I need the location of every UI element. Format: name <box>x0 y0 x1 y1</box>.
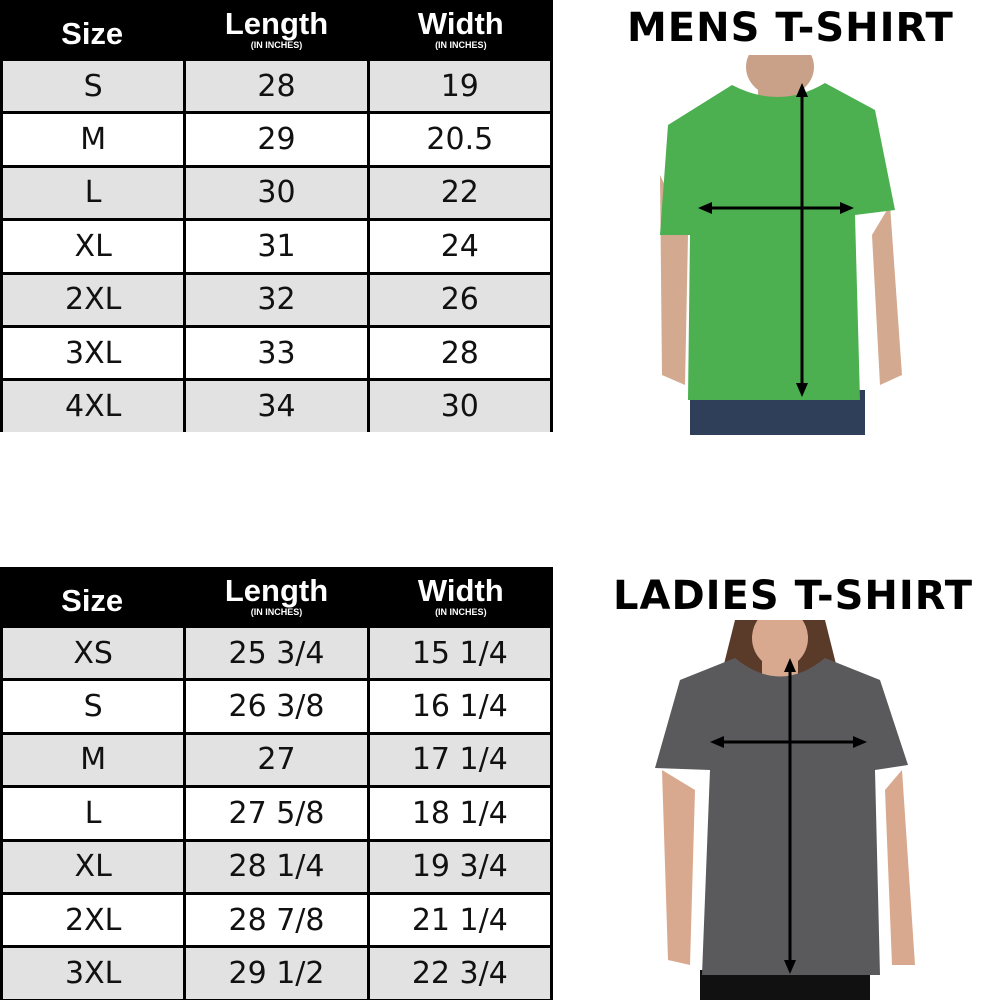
width-cell: 16 1/4 <box>369 681 550 732</box>
header-unit: (IN INCHES) <box>435 607 487 617</box>
length-cell: 33 <box>186 327 367 379</box>
width-cell: 15 1/4 <box>369 628 550 679</box>
header-cell: Size <box>0 0 184 58</box>
table-row: L 27 5/8 18 1/4 <box>0 785 553 839</box>
length-cell: 30 <box>186 167 367 219</box>
header-unit: (IN INCHES) <box>250 40 303 50</box>
ladies-tshirt-image <box>655 620 915 1000</box>
table-row: M 29 20.5 <box>0 111 553 165</box>
table-row: 2XL 32 26 <box>0 272 553 325</box>
header-label: Size <box>61 583 124 618</box>
ladies-size-table: Size Length (IN INCHES) Width (IN INCHES) XS 2… <box>0 567 553 1000</box>
width-cell: 18 1/4 <box>369 788 550 839</box>
size-cell: M <box>3 734 184 786</box>
mens-tshirt-image <box>660 55 902 435</box>
width-cell: 17 1/4 <box>369 734 550 786</box>
header-cell: Width (IN INCHES) <box>369 0 553 58</box>
table-row: 3XL 29 1/2 22 3/4 <box>0 945 553 999</box>
table-row: 3XL 33 28 <box>0 325 553 379</box>
header-cell: Length (IN INCHES) <box>184 0 368 58</box>
size-cell: 3XL <box>3 948 184 999</box>
width-cell: 21 1/4 <box>369 894 550 946</box>
header-unit: (IN INCHES) <box>250 607 303 617</box>
header-row: Size Length (IN INCHES) Width (IN INCHES) <box>0 567 553 625</box>
size-cell: 4XL <box>3 381 184 432</box>
mens-title: MENS T-SHIRT <box>627 5 954 51</box>
size-cell: L <box>3 788 184 839</box>
width-cell: 20.5 <box>369 114 550 165</box>
header-label: Length <box>224 573 329 608</box>
length-cell: 32 <box>186 274 367 325</box>
width-cell: 30 <box>369 381 550 432</box>
width-cell: 26 <box>369 274 550 325</box>
size-cell: XL <box>3 221 184 272</box>
size-cell: M <box>3 114 184 165</box>
table-row: L 30 22 <box>0 165 553 219</box>
width-cell: 22 3/4 <box>369 948 550 999</box>
length-cell: 29 1/2 <box>186 948 367 999</box>
length-cell: 25 3/4 <box>186 628 367 679</box>
size-cell: 2XL <box>3 274 184 325</box>
table-row: 4XL 34 30 <box>0 378 553 432</box>
table-row: 2XL 28 7/8 21 1/4 <box>0 892 553 946</box>
mens-size-table: Size Length (IN INCHES) Width (IN INCHES) S 28… <box>0 0 553 432</box>
table-row: XL 28 1/4 19 3/4 <box>0 839 553 892</box>
length-cell: 27 5/8 <box>186 788 367 839</box>
size-cell: 3XL <box>3 327 184 379</box>
table-row: M 27 17 1/4 <box>0 732 553 786</box>
header-label: Size <box>61 16 124 51</box>
size-cell: XS <box>3 628 184 679</box>
header-label: Width <box>417 6 504 41</box>
length-cell: 26 3/8 <box>186 681 367 732</box>
width-cell: 19 3/4 <box>369 841 550 892</box>
table-row: S 26 3/8 16 1/4 <box>0 678 553 732</box>
size-cell: XL <box>3 841 184 892</box>
length-cell: 31 <box>186 221 367 272</box>
header-row: Size Length (IN INCHES) Width (IN INCHES) <box>0 0 553 58</box>
length-cell: 28 1/4 <box>186 841 367 892</box>
width-cell: 28 <box>369 327 550 379</box>
header-cell: Width (IN INCHES) <box>369 567 553 625</box>
size-cell: 2XL <box>3 894 184 946</box>
length-cell: 34 <box>186 381 367 432</box>
size-cell: S <box>3 61 184 112</box>
length-cell: 28 7/8 <box>186 894 367 946</box>
ladies-title: LADIES T-SHIRT <box>613 573 974 619</box>
size-cell: S <box>3 681 184 732</box>
length-cell: 28 <box>186 61 367 112</box>
header-cell: Length (IN INCHES) <box>184 567 368 625</box>
width-cell: 19 <box>369 61 550 112</box>
size-cell: L <box>3 167 184 219</box>
header-label: Length <box>224 6 329 41</box>
width-cell: 24 <box>369 221 550 272</box>
length-cell: 27 <box>186 734 367 786</box>
table-row: S 28 19 <box>0 58 553 112</box>
table-row: XS 25 3/4 15 1/4 <box>0 625 553 679</box>
width-cell: 22 <box>369 167 550 219</box>
table-row: XL 31 24 <box>0 218 553 272</box>
header-cell: Size <box>0 567 184 625</box>
header-unit: (IN INCHES) <box>435 40 487 50</box>
header-label: Width <box>417 573 504 608</box>
length-cell: 29 <box>186 114 367 165</box>
